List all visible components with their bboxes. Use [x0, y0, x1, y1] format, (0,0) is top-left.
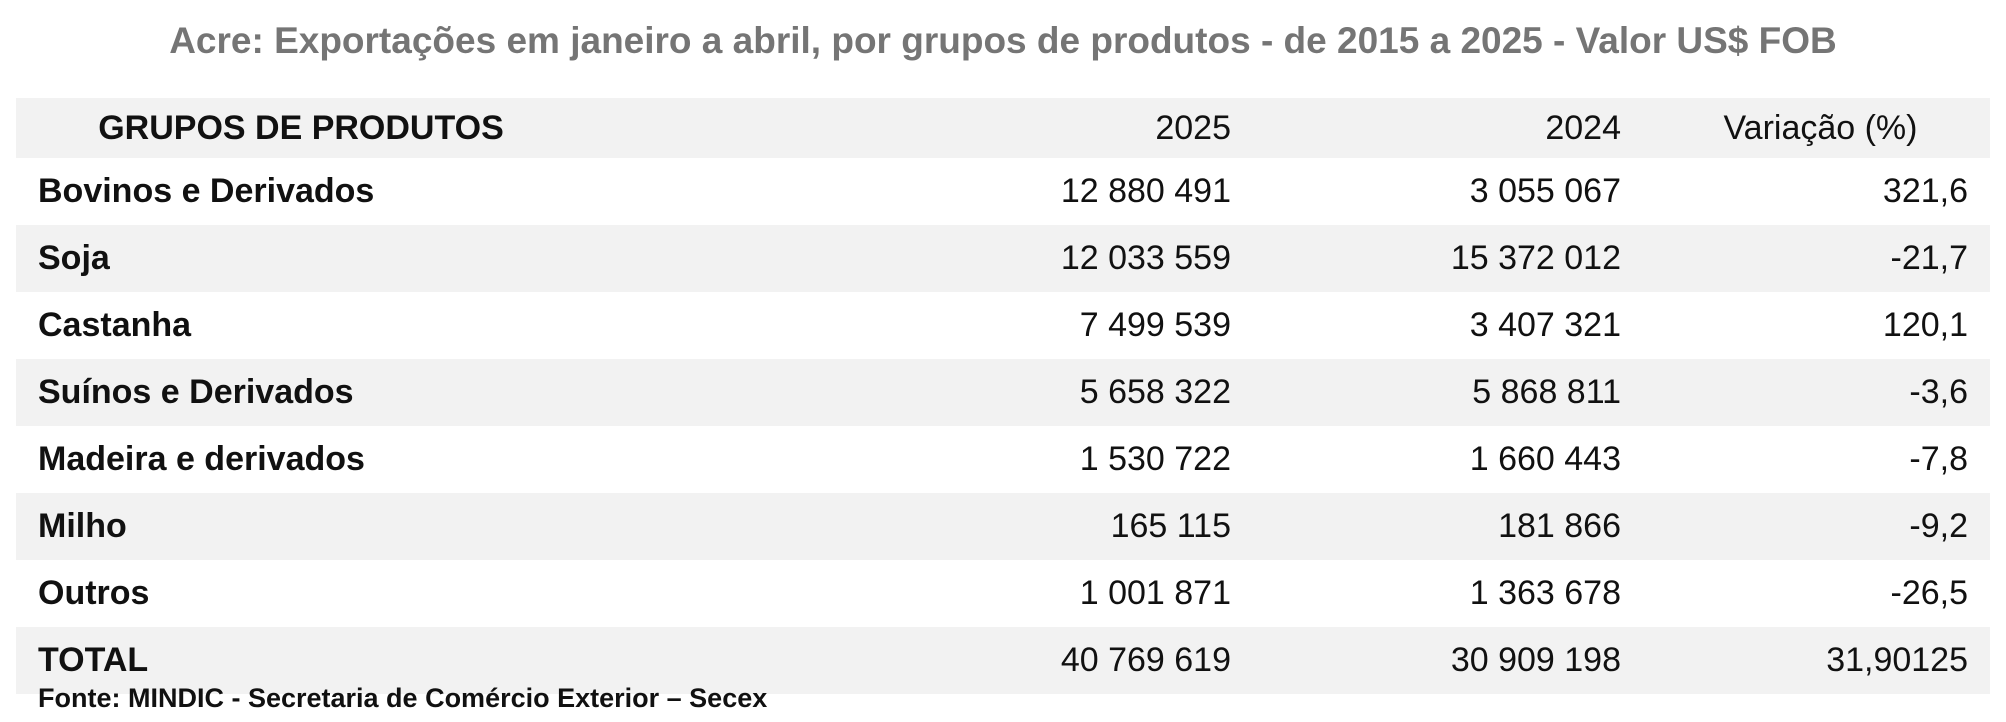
header-2025: 2025 — [1155, 108, 1231, 147]
value-2024: 3 055 067 — [1469, 172, 1621, 210]
table-row: Soja 12 033 559 15 372 012 -21,7 — [16, 225, 1990, 292]
header-product-groups: GRUPOS DE PRODUTOS — [98, 108, 504, 147]
value-2024: 15 372 012 — [1450, 239, 1621, 277]
table-row: Suínos e Derivados 5 658 322 5 868 811 -… — [16, 359, 1990, 426]
product-name: Outros — [38, 574, 150, 612]
variation-value: -26,5 — [1890, 574, 1969, 612]
page-title: Acre: Exportações em janeiro a abril, po… — [169, 20, 1837, 61]
total-2024: 30 909 198 — [1450, 641, 1621, 679]
product-name: Milho — [38, 507, 127, 545]
value-2024: 5 868 811 — [1472, 373, 1621, 411]
product-name: Bovinos e Derivados — [38, 172, 375, 210]
variation-value: 321,6 — [1882, 172, 1968, 210]
table-row: Castanha 7 499 539 3 407 321 120,1 — [16, 292, 1990, 359]
variation-value: -9,2 — [1909, 507, 1968, 545]
value-2025: 12 033 559 — [1060, 239, 1231, 277]
value-2024: 1 660 443 — [1469, 440, 1621, 478]
total-variation: 31,90125 — [1826, 641, 1968, 679]
variation-value: 120,1 — [1882, 306, 1968, 344]
value-2024: 1 363 678 — [1469, 574, 1621, 612]
value-2025: 1 001 871 — [1079, 574, 1231, 612]
variation-value: -21,7 — [1890, 239, 1969, 277]
value-2025: 1 530 722 — [1079, 440, 1231, 478]
value-2025: 5 658 322 — [1079, 373, 1231, 411]
table-row: Madeira e derivados 1 530 722 1 660 443 … — [16, 426, 1990, 493]
product-name: Castanha — [38, 306, 192, 344]
source-note: Fonte: MINDIC - Secretaria de Comércio E… — [38, 683, 768, 713]
header-variation: Variação (%) — [1723, 108, 1918, 147]
product-name: Madeira e derivados — [38, 440, 365, 478]
table-row: Milho 165 115 181 866 -9,2 — [16, 493, 1990, 560]
value-2025: 7 499 539 — [1079, 306, 1231, 344]
table-header-row: GRUPOS DE PRODUTOS 2025 2024 Variação (%… — [16, 98, 1990, 158]
value-2025: 165 115 — [1110, 507, 1231, 545]
exports-table: GRUPOS DE PRODUTOS 2025 2024 Variação (%… — [16, 98, 1990, 694]
product-name: Soja — [38, 239, 110, 277]
value-2024: 181 866 — [1498, 507, 1621, 545]
total-label: TOTAL — [38, 641, 149, 679]
value-2025: 12 880 491 — [1060, 172, 1231, 210]
variation-value: -3,6 — [1909, 373, 1968, 411]
total-row: TOTAL 40 769 619 30 909 198 31,90125 — [16, 627, 1990, 694]
value-2024: 3 407 321 — [1469, 306, 1621, 344]
table-row: Bovinos e Derivados 12 880 491 3 055 067… — [16, 158, 1990, 225]
total-2025: 40 769 619 — [1060, 641, 1231, 679]
header-2024: 2024 — [1545, 108, 1621, 147]
product-name: Suínos e Derivados — [38, 373, 354, 411]
variation-value: -7,8 — [1909, 440, 1968, 478]
table-row: Outros 1 001 871 1 363 678 -26,5 — [16, 560, 1990, 627]
